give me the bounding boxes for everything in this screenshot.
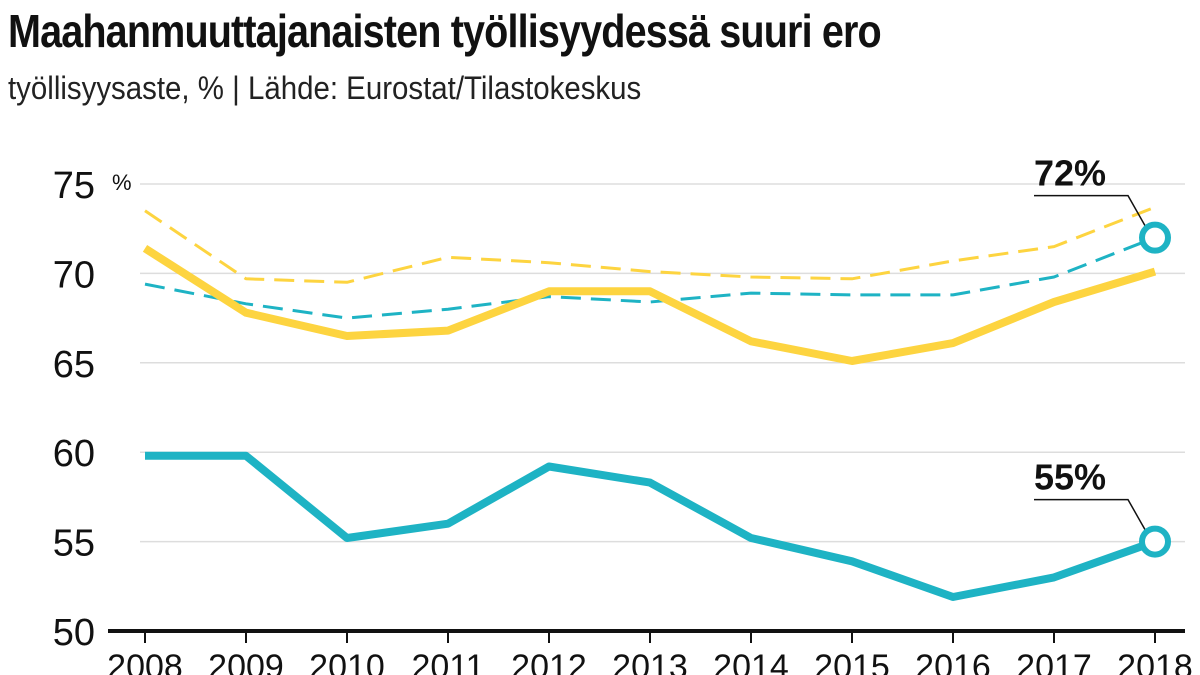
- y-tick-label: 50: [53, 612, 95, 654]
- chart-subtitle: työllisyysaste, % | Lähde: Eurostat/Tila…: [8, 70, 642, 106]
- y-tick-label: 55: [53, 523, 95, 565]
- end-point-marker: [1139, 525, 1171, 558]
- x-tick-label: 2012: [511, 648, 587, 675]
- y-tick-label: 65: [53, 344, 95, 386]
- y-tick-label: 75: [53, 165, 95, 207]
- y-tick-label: 70: [53, 254, 95, 296]
- x-tick-label: 2016: [915, 648, 991, 675]
- callout-leader-line: [1034, 498, 1146, 530]
- callout-label: 72%: [1034, 153, 1106, 194]
- x-tick-label: 2013: [612, 648, 688, 675]
- x-tick-label: 2010: [309, 648, 385, 675]
- series-line-s1: [144, 205, 1156, 284]
- x-tick-label: 2018: [1117, 648, 1193, 675]
- callout-leader-line: [1034, 194, 1146, 227]
- series-line-s2: [144, 236, 1156, 320]
- callout-label: 55%: [1034, 457, 1106, 498]
- x-tick-label: 2015: [814, 648, 890, 675]
- series-line-s3: [142, 245, 1157, 365]
- chart-title: Maahanmuuttajanaisten työllisyydessä suu…: [8, 5, 882, 57]
- x-tick-label: 2014: [713, 648, 789, 675]
- y-tick-label: 60: [53, 433, 95, 475]
- y-unit-label: %: [112, 170, 132, 195]
- end-point-marker: [1139, 221, 1171, 254]
- series-line-s4: [145, 451, 1157, 601]
- x-tick-label: 2017: [1016, 648, 1092, 675]
- x-tick-label: 2009: [208, 648, 284, 675]
- x-tick-label: 2011: [411, 648, 484, 675]
- x-tick-label: 2008: [107, 648, 183, 675]
